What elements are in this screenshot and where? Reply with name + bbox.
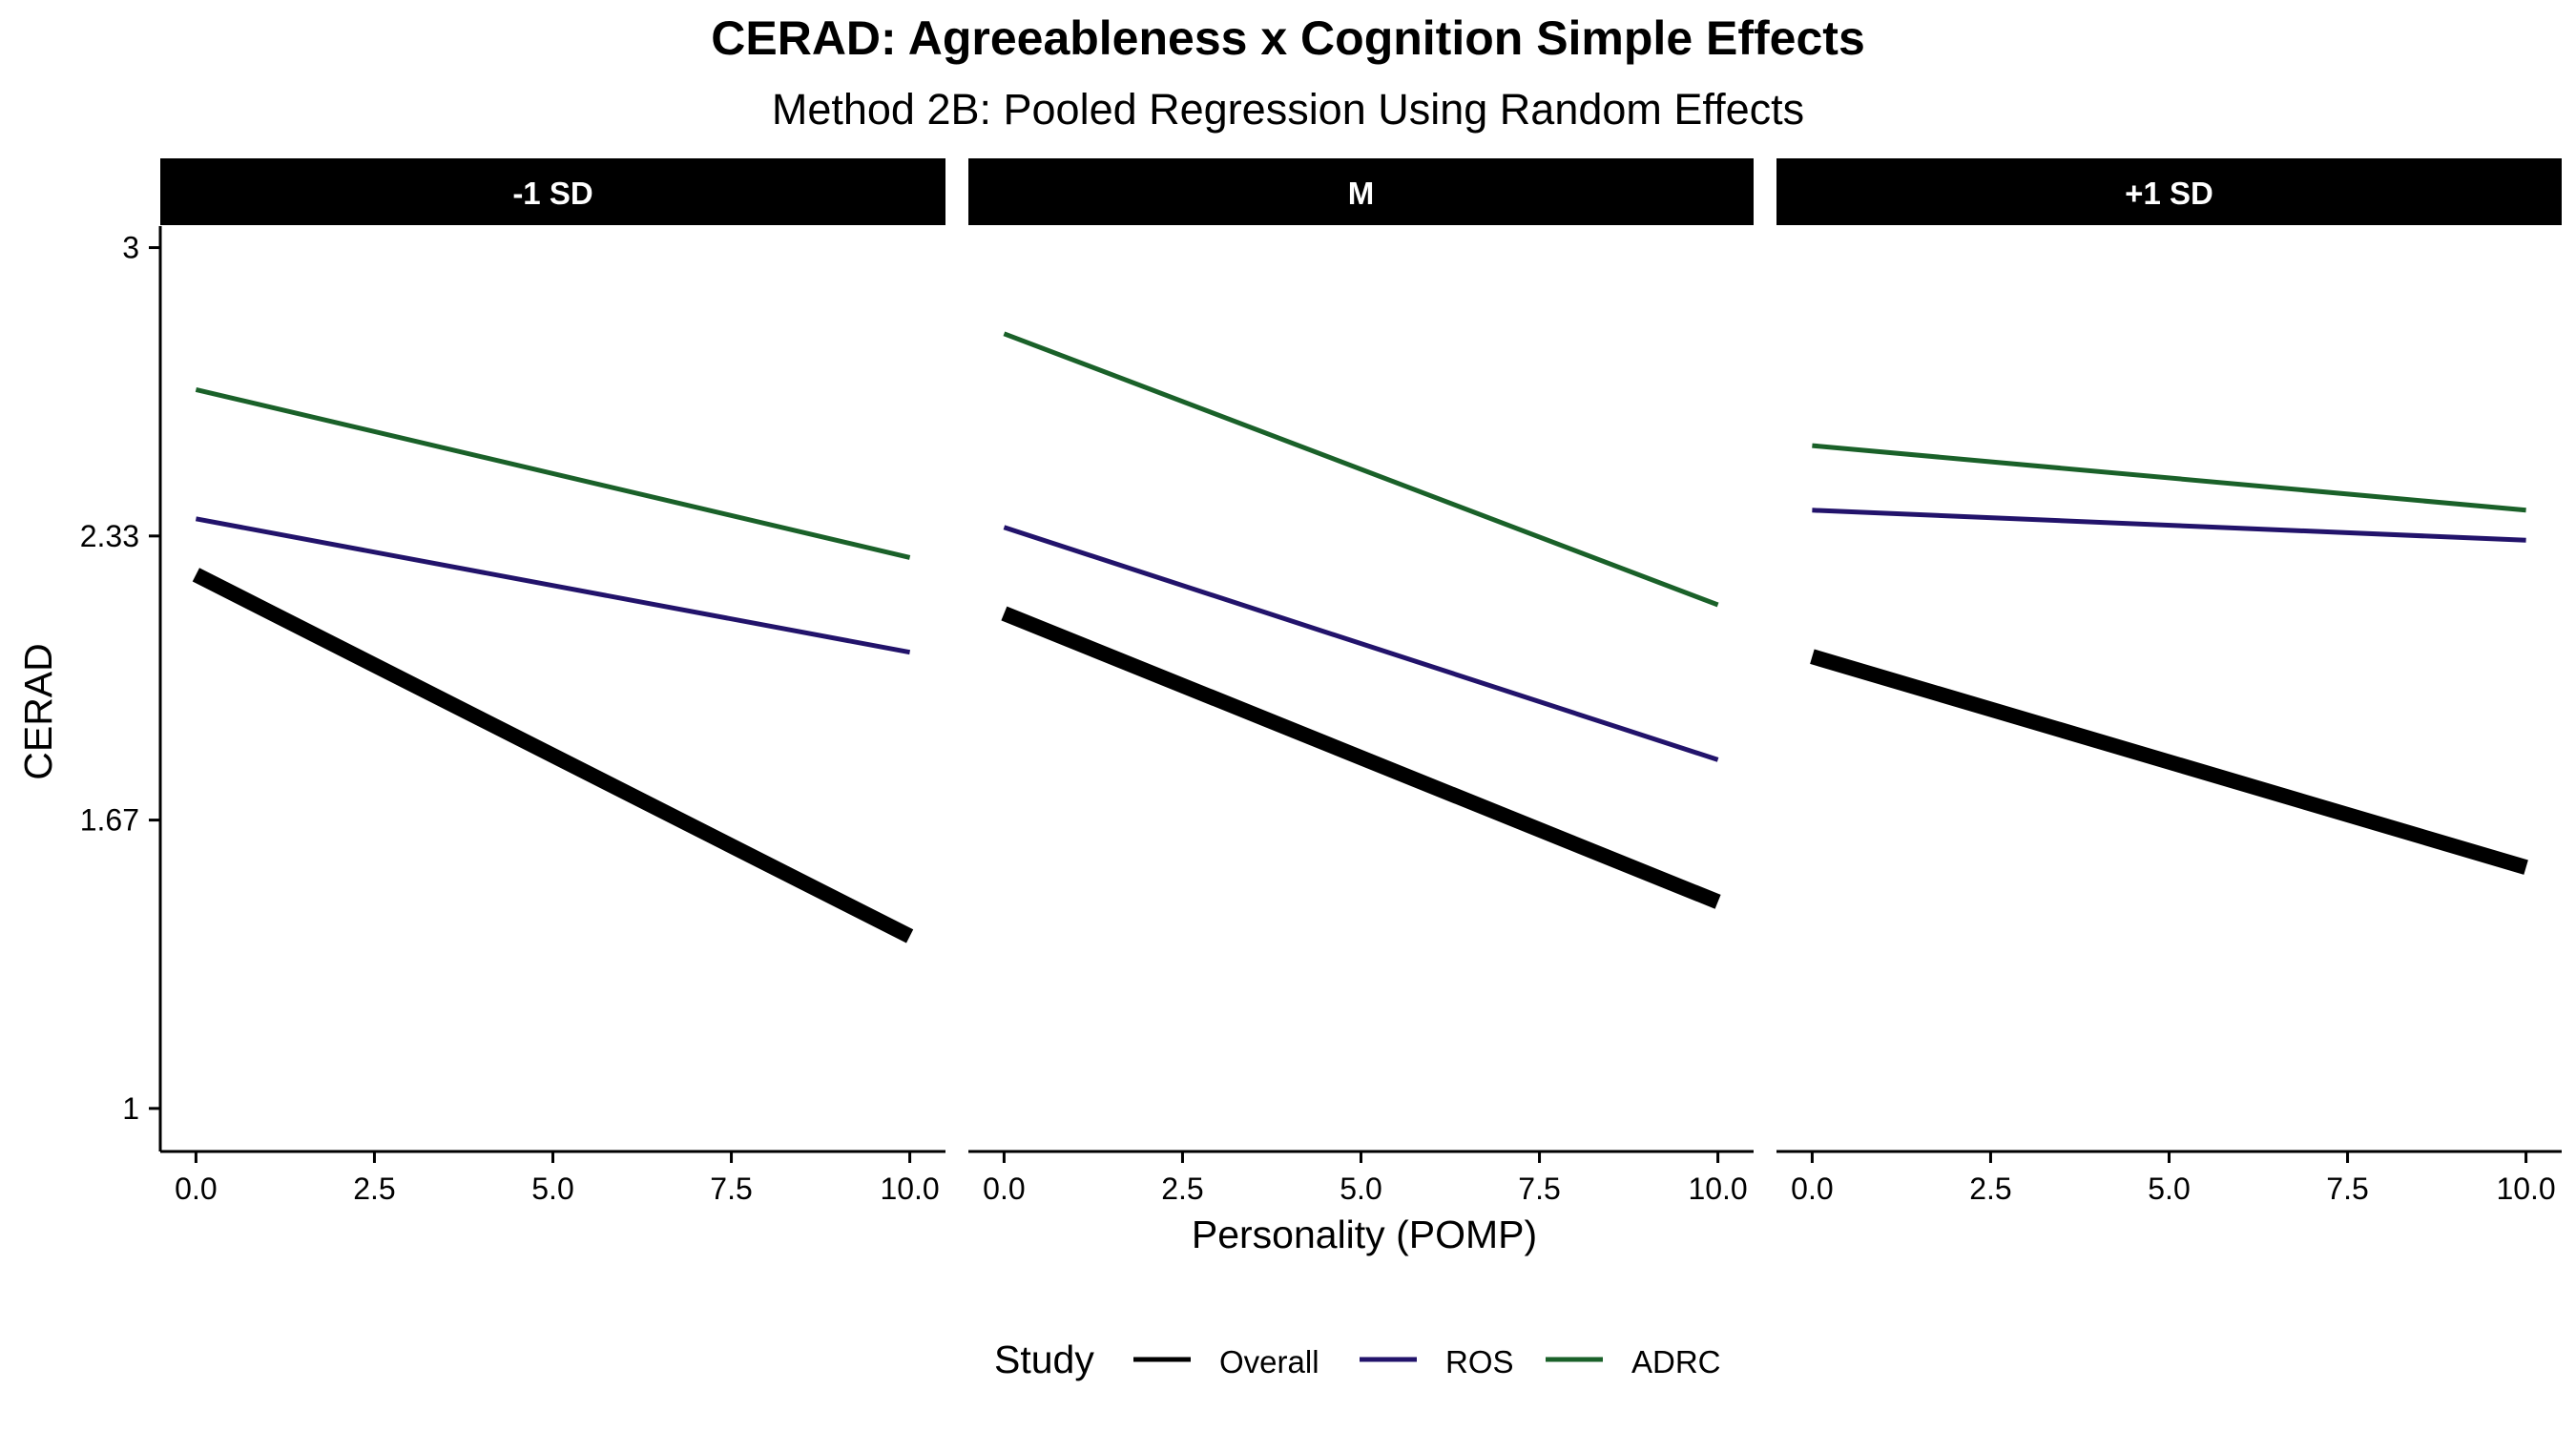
panel-1-x-tick-label-2: 5.0 — [531, 1172, 573, 1206]
panel-2: M 0.0 2.5 5.0 7.5 10.0 — [968, 158, 1754, 1206]
panel-2-x-tick-label-4: 10.0 — [1688, 1172, 1747, 1206]
y-tick-label-1: 1.67 — [80, 803, 139, 838]
panel-1-line-adrc — [195, 386, 911, 560]
panel-1-strip-label: -1 SD — [512, 176, 592, 211]
panel-2-strip — [968, 158, 1754, 225]
panel-1-x-tick-label-1: 2.5 — [353, 1172, 395, 1206]
legend-label-adrc: ADRC — [1631, 1344, 1721, 1379]
panel-2-line-ros — [1003, 525, 1719, 762]
panel-3-x-tick-label-1: 2.5 — [1969, 1172, 2011, 1206]
panel-3-strip-label: +1 SD — [2125, 176, 2213, 211]
panel-1-x-tick-label-3: 7.5 — [710, 1172, 752, 1206]
panel-1-line-overall — [192, 568, 914, 944]
y-tick-label-0: 1 — [122, 1091, 139, 1126]
y-tick-label-2: 2.33 — [80, 519, 139, 553]
panel-3-x-tick-label-0: 0.0 — [1791, 1172, 1833, 1206]
facet-panels: -1 SD 0.0 2.5 5.0 7.5 10.0 1 1.67 2.33 3 M 0.0 2.5 5.… — [80, 158, 2562, 1206]
chart-subtitle: Method 2B: Pooled Regression Using Rando… — [772, 85, 1804, 134]
panel-1-x-tick-label-0: 0.0 — [175, 1172, 217, 1206]
panel-1-x-tick-label-4: 10.0 — [880, 1172, 939, 1206]
legend-label-overall: Overall — [1219, 1344, 1319, 1379]
panel-3-line-adrc — [1812, 443, 2526, 513]
panel-2-x-tick-label-3: 7.5 — [1518, 1172, 1560, 1206]
panel-1-strip — [160, 158, 945, 225]
panel-3-x-tick-label-2: 5.0 — [2148, 1172, 2190, 1206]
panel-2-x-tick-label-2: 5.0 — [1340, 1172, 1381, 1206]
panel-3-line-ros — [1812, 508, 2526, 543]
legend: Study Overall ROS ADRC — [994, 1338, 1721, 1381]
panel-3-x-tick-label-4: 10.0 — [2496, 1172, 2555, 1206]
panel-2-x-tick-label-0: 0.0 — [983, 1172, 1025, 1206]
panel-3-x-tick-label-3: 7.5 — [2326, 1172, 2368, 1206]
panel-1-line-ros — [195, 516, 911, 655]
panel-3-line-overall — [1810, 649, 2528, 875]
panel-3-strip — [1776, 158, 2562, 225]
x-axis-title: Personality (POMP) — [1192, 1213, 1537, 1256]
y-tick-label-3: 3 — [122, 231, 139, 265]
legend-items: Overall ROS ADRC — [1133, 1344, 1721, 1379]
panel-2-strip-label: M — [1348, 176, 1375, 211]
panel-2-line-adrc — [1003, 331, 1719, 608]
y-axis-title: CERAD — [16, 643, 60, 780]
panel-2-x-tick-label-1: 2.5 — [1161, 1172, 1203, 1206]
panel-2-line-overall — [1001, 606, 1721, 909]
panel-1: -1 SD 0.0 2.5 5.0 7.5 10.0 1 1.67 2.33 3 — [80, 158, 945, 1206]
panel-3: +1 SD 0.0 2.5 5.0 7.5 10.0 — [1776, 158, 2562, 1206]
legend-label-ros: ROS — [1445, 1344, 1514, 1379]
legend-title: Study — [994, 1338, 1094, 1381]
chart-title: CERAD: Agreeableness x Cognition Simple … — [711, 11, 1865, 65]
